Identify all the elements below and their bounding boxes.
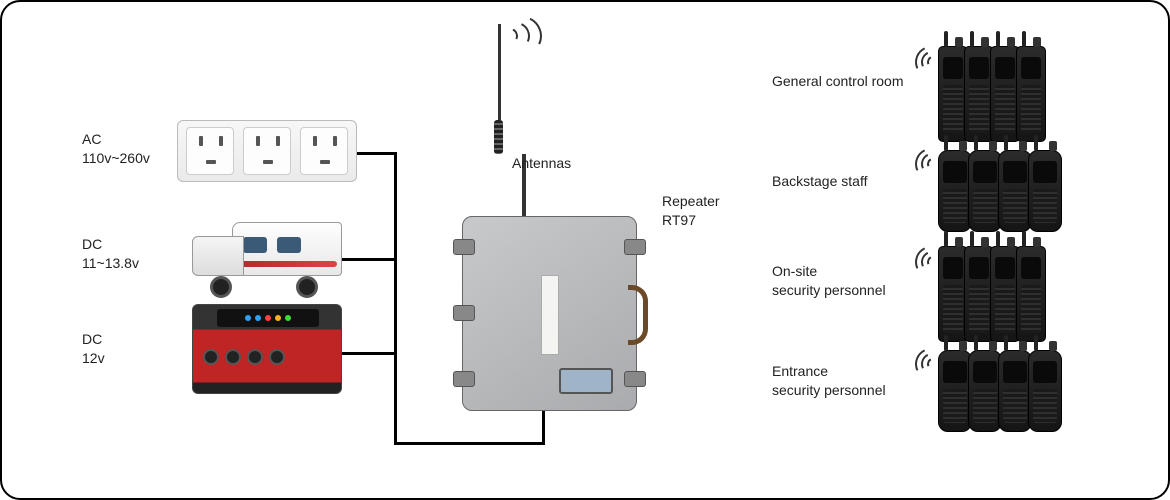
- port-icon: [203, 349, 219, 365]
- battery-screen: [217, 309, 319, 327]
- socket-icon: [186, 127, 234, 175]
- radio-icon: [998, 350, 1032, 432]
- rv-window: [243, 237, 267, 253]
- label-dc-rv: DC 11~13.8v: [82, 235, 139, 273]
- radio-icon: [1028, 350, 1062, 432]
- label-group-3-line2: security personnel: [772, 282, 886, 298]
- radio-icon: [1016, 246, 1046, 342]
- label-ac: AC 110v~260v: [82, 130, 150, 168]
- label-repeater-line2: RT97: [662, 212, 696, 228]
- label-dc-rv-line2: 11~13.8v: [82, 255, 139, 271]
- radio-icon: [1016, 46, 1046, 142]
- wire: [342, 352, 397, 355]
- radio-icon: [1028, 150, 1062, 232]
- wall-outlet-icon: [177, 120, 357, 182]
- radio-group-4: [942, 350, 1062, 432]
- label-group-3-line1: On-site: [772, 263, 817, 279]
- wheel-icon: [296, 276, 318, 298]
- label-group-4-line1: Entrance: [772, 363, 828, 379]
- led-icon: [285, 315, 291, 321]
- rv-cab: [192, 236, 244, 276]
- radio-group-3: [942, 246, 1046, 342]
- diagram-frame: AC 110v~260v DC 11~13.8v DC 12v: [0, 0, 1170, 500]
- led-icon: [275, 315, 281, 321]
- antenna-coil: [494, 120, 503, 154]
- label-group-3: On-site security personnel: [772, 262, 886, 300]
- led-icon: [255, 315, 261, 321]
- radio-group-2: [942, 150, 1062, 232]
- rv-icon: [192, 214, 342, 292]
- rv-stripe: [237, 261, 337, 267]
- led-icon: [265, 315, 271, 321]
- label-repeater: Repeater RT97: [662, 192, 720, 230]
- label-ac-line2: 110v~260v: [82, 150, 150, 166]
- latch-icon: [624, 239, 646, 255]
- antenna-upper: [498, 24, 501, 120]
- wire: [342, 258, 397, 261]
- port-icon: [247, 349, 263, 365]
- latch-icon: [453, 305, 475, 321]
- repeater-handle: [628, 285, 648, 345]
- latch-icon: [453, 239, 475, 255]
- socket-icon: [300, 127, 348, 175]
- repeater-sticker: [541, 275, 559, 355]
- label-repeater-line1: Repeater: [662, 193, 720, 209]
- label-dc-batt-line1: DC: [82, 331, 102, 347]
- label-dc-batt: DC 12v: [82, 330, 105, 368]
- repeater-lcd: [559, 368, 613, 394]
- label-group-1: General control room: [772, 72, 904, 91]
- radio-icon: [998, 150, 1032, 232]
- radio-group-1: [942, 46, 1046, 142]
- label-dc-batt-line2: 12v: [82, 350, 105, 366]
- port-icon: [225, 349, 241, 365]
- radio-icon: [968, 350, 1002, 432]
- battery-ports: [203, 339, 333, 375]
- latch-icon: [624, 371, 646, 387]
- repeater-icon: [462, 216, 637, 411]
- label-group-4-line2: security personnel: [772, 382, 886, 398]
- radio-icon: [938, 150, 972, 232]
- battery-icon: [192, 304, 342, 394]
- port-icon: [269, 349, 285, 365]
- label-group-2: Backstage staff: [772, 172, 867, 191]
- label-antenna: Antennas: [512, 154, 571, 173]
- latch-icon: [453, 371, 475, 387]
- wire: [394, 442, 544, 445]
- label-group-4: Entrance security personnel: [772, 362, 886, 400]
- led-icon: [245, 315, 251, 321]
- wire: [357, 152, 397, 155]
- radio-icon: [968, 150, 1002, 232]
- socket-icon: [243, 127, 291, 175]
- radio-icon: [938, 350, 972, 432]
- wire: [394, 152, 397, 445]
- label-ac-line1: AC: [82, 131, 101, 147]
- wire: [542, 410, 545, 445]
- rv-body: [232, 222, 342, 276]
- label-dc-rv-line1: DC: [82, 236, 102, 252]
- wheel-icon: [210, 276, 232, 298]
